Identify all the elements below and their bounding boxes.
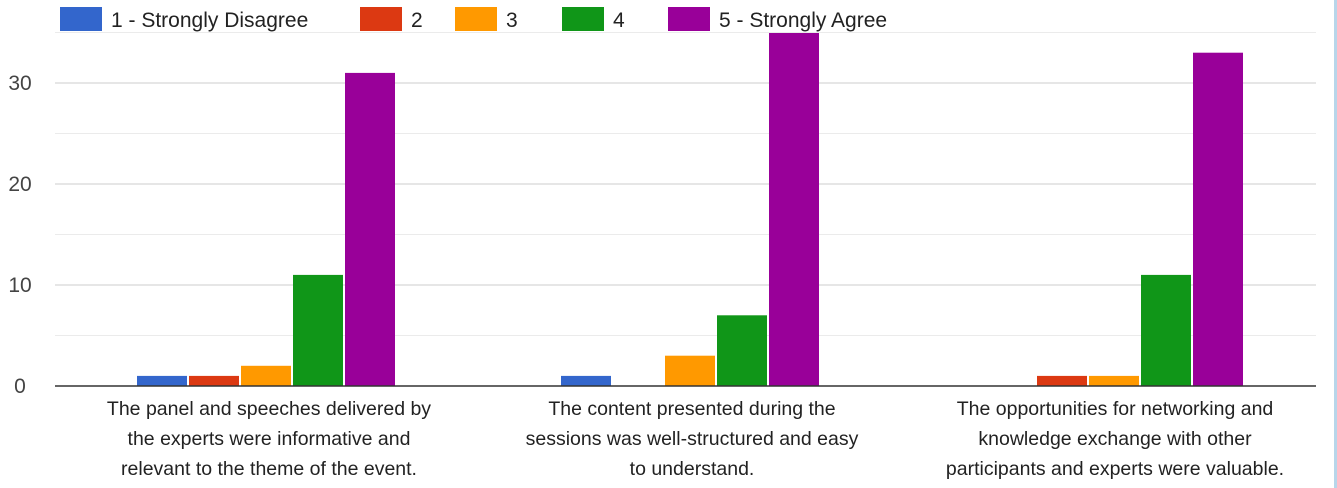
bar-4-group-2	[717, 315, 767, 386]
bar-3-group-1	[241, 365, 291, 386]
legend-label: 1 - Strongly Disagree	[111, 9, 308, 32]
x-category-label: The content presented during the sessions…	[526, 398, 859, 480]
bar-5-group-1	[345, 72, 395, 387]
bar-1-group-1	[137, 375, 187, 386]
x-category-label: The panel and speeches delivered by the e…	[107, 398, 431, 480]
bar-4-group-1	[293, 274, 343, 386]
bar-3-group-3	[1089, 375, 1139, 386]
y-tick-label: 30	[8, 72, 31, 95]
legend-swatch	[60, 7, 102, 31]
bars	[137, 33, 1243, 387]
legend-label: 3	[506, 9, 518, 32]
bar-4-group-3	[1141, 274, 1191, 386]
y-tick-label: 0	[14, 375, 26, 398]
bar-2-group-3	[1037, 375, 1087, 386]
legend-swatch	[360, 7, 402, 31]
gridlines	[55, 32, 1316, 336]
y-tick-label: 20	[8, 173, 31, 196]
bar-2-group-1	[189, 375, 239, 386]
legend-label: 5 - Strongly Agree	[719, 9, 887, 32]
x-category-label: The opportunities for networking and know…	[946, 398, 1284, 480]
bar-5-group-3	[1193, 52, 1243, 386]
legend-swatch	[562, 7, 604, 31]
y-tick-label: 10	[8, 274, 31, 297]
bar-1-group-2	[561, 375, 611, 386]
frame-border	[1334, 0, 1337, 488]
legend-swatch	[668, 7, 710, 31]
x-axis-category-labels: The panel and speeches delivered by the e…	[107, 398, 1284, 480]
y-axis-ticks: 0 10 20 30	[8, 72, 31, 398]
legend-swatch	[455, 7, 497, 31]
legend-label: 4	[613, 9, 625, 32]
bar-5-group-2	[769, 33, 819, 386]
legend-label: 2	[411, 9, 423, 32]
legend: 1 - Strongly Disagree 2 3 4 5 - Strongly Agr…	[60, 7, 887, 32]
bar-3-group-2	[665, 355, 715, 386]
